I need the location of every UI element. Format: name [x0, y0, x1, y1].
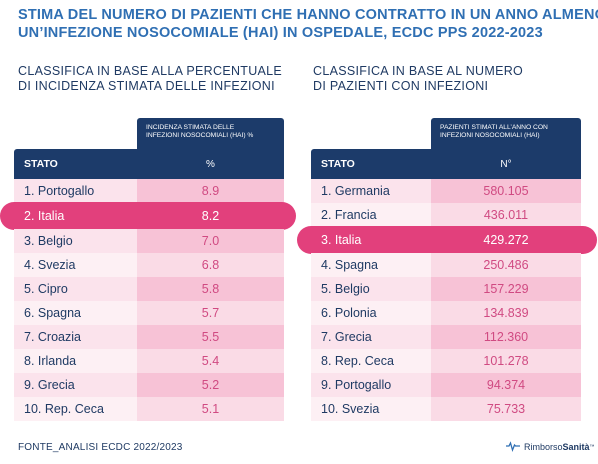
left-row-state: 5. Cipro	[14, 277, 137, 301]
left-col-state: STATO	[24, 158, 58, 170]
left-col-value: %	[206, 158, 215, 170]
left-row-value: 5.1	[137, 397, 284, 421]
left-row-value: 6.8	[137, 253, 284, 277]
right-row-value: 94.374	[431, 373, 581, 397]
left-value-header: INCIDENZA STIMATA DELLE INFEZIONI NOSOCO…	[137, 118, 284, 149]
title-line-2: UN’INFEZIONE NOSOCOMIALE (HAI) IN OSPEDA…	[18, 25, 543, 41]
right-column-header: STATO N°	[311, 149, 581, 179]
left-table-rows: 1. Portogallo 8.9 2. Italia 8.2 3. Belgio 7.0…	[0, 179, 296, 421]
right-row-state: 10. Svezia	[311, 397, 431, 421]
left-row-value: 5.7	[137, 301, 284, 325]
left-table-row: 6. Spagna 5.7	[14, 301, 284, 325]
right-row-value: 157.229	[431, 277, 581, 301]
left-row-value: 5.5	[137, 325, 284, 349]
page-title: STIMA DEL NUMERO DI PAZIENTI CHE HANNO C…	[18, 6, 598, 42]
left-value-header-line-1: INCIDENZA STIMATA DELLE	[146, 124, 235, 131]
left-subtitle-line-1: CLASSIFICA IN BASE ALLA PERCENTUALE	[18, 64, 283, 78]
left-row-state: 2. Italia	[24, 209, 65, 223]
right-row-value: 250.486	[431, 253, 581, 277]
right-row-state: 9. Portogallo	[311, 373, 431, 397]
right-row-value: 101.278	[431, 349, 581, 373]
right-row-value: 134.839	[431, 301, 581, 325]
right-subtitle-line-2: DI PAZIENTI CON INFEZIONI	[313, 79, 489, 93]
left-row-state: 9. Grecia	[14, 373, 137, 397]
logo-trademark: ™	[589, 443, 595, 450]
right-row-state: 2. Francia	[311, 203, 431, 227]
left-subtitle-line-2: DI INCIDENZA STIMATA DELLE INFEZIONI	[18, 79, 275, 93]
right-row-state: 5. Belgio	[311, 277, 431, 301]
left-row-value: 5.8	[137, 277, 284, 301]
right-row-value: 112.360	[431, 325, 581, 349]
left-row-state: 10. Rep. Ceca	[14, 397, 137, 421]
right-col-value: N°	[500, 158, 512, 170]
left-table-row: 9. Grecia 5.2	[14, 373, 284, 397]
left-table-row: 1. Portogallo 8.9	[14, 179, 284, 203]
right-row-state: 3. Italia	[321, 233, 362, 247]
right-table-row: 4. Spagna 250.486	[311, 253, 581, 277]
right-table-row: 9. Portogallo 94.374	[311, 373, 581, 397]
right-table-row: 6. Polonia 134.839	[311, 301, 581, 325]
right-table-subtitle: CLASSIFICA IN BASE AL NUMERO DI PAZIENTI…	[313, 64, 523, 94]
left-row-state: 6. Spagna	[14, 301, 137, 325]
left-row-state: 3. Belgio	[14, 229, 137, 253]
right-col-state: STATO	[321, 158, 355, 170]
left-row-value: 8.2	[201, 209, 220, 223]
right-row-value: 580.105	[431, 179, 581, 203]
right-table-row: 8. Rep. Ceca 101.278	[311, 349, 581, 373]
right-value-header-line-1: PAZIENTI STIMATI ALL’ANNO CON	[440, 124, 548, 131]
source-footer: FONTE_ANALISI ECDC 2022/2023	[18, 442, 183, 453]
right-row-state: 1. Germania	[311, 179, 431, 203]
left-row-state: 7. Croazia	[14, 325, 137, 349]
left-row-value: 8.9	[137, 179, 284, 203]
right-row-state: 8. Rep. Ceca	[311, 349, 431, 373]
right-value-header: PAZIENTI STIMATI ALL’ANNO CON INFEZIONI …	[431, 118, 581, 149]
left-table-subtitle: CLASSIFICA IN BASE ALLA PERCENTUALE DI I…	[18, 64, 282, 94]
right-table-rows: 1. Germania 580.105 2. Francia 436.011 3. It…	[297, 179, 597, 421]
left-row-value: 5.2	[137, 373, 284, 397]
left-table-row: 2. Italia 8.2	[0, 202, 296, 230]
left-table-row: 5. Cipro 5.8	[14, 277, 284, 301]
left-table-row: 7. Croazia 5.5	[14, 325, 284, 349]
logo-text-2: Sanità	[562, 441, 590, 452]
left-table-row: 4. Svezia 6.8	[14, 253, 284, 277]
right-row-value: 75.733	[431, 397, 581, 421]
right-row-state: 6. Polonia	[311, 301, 431, 325]
right-table-row: 3. Italia 429.272	[297, 226, 597, 254]
left-table-row: 8. Irlanda 5.4	[14, 349, 284, 373]
right-table-row: 7. Grecia 112.360	[311, 325, 581, 349]
left-row-state: 8. Irlanda	[14, 349, 137, 373]
right-row-value: 436.011	[431, 203, 581, 227]
left-table-row: 10. Rep. Ceca 5.1	[14, 397, 284, 421]
right-subtitle-line-1: CLASSIFICA IN BASE AL NUMERO	[313, 64, 524, 78]
right-row-state: 4. Spagna	[311, 253, 431, 277]
left-value-header-line-2: INFEZIONI NOSOCOMIALI (HAI) %	[146, 132, 254, 139]
left-row-value: 7.0	[137, 229, 284, 253]
left-column-header: STATO %	[14, 149, 284, 179]
right-row-state: 7. Grecia	[311, 325, 431, 349]
left-table-row: 3. Belgio 7.0	[14, 229, 284, 253]
right-table-row: 1. Germania 580.105	[311, 179, 581, 203]
right-value-header-line-2: INFEZIONI NOSOCOMIALI (HAI)	[440, 132, 540, 139]
right-table-row: 10. Svezia 75.733	[311, 397, 581, 421]
left-row-value: 5.4	[137, 349, 284, 373]
right-table-row: 5. Belgio 157.229	[311, 277, 581, 301]
heart-pulse-icon	[506, 441, 520, 452]
left-row-state: 1. Portogallo	[14, 179, 137, 203]
brand-logo: Rimborso Sanità ™	[505, 441, 595, 452]
title-line-1: STIMA DEL NUMERO DI PAZIENTI CHE HANNO C…	[18, 7, 598, 23]
right-row-value: 429.272	[483, 233, 529, 247]
right-table-row: 2. Francia 436.011	[311, 203, 581, 227]
left-row-state: 4. Svezia	[14, 253, 137, 277]
logo-text-1: Rimborso	[524, 441, 563, 452]
